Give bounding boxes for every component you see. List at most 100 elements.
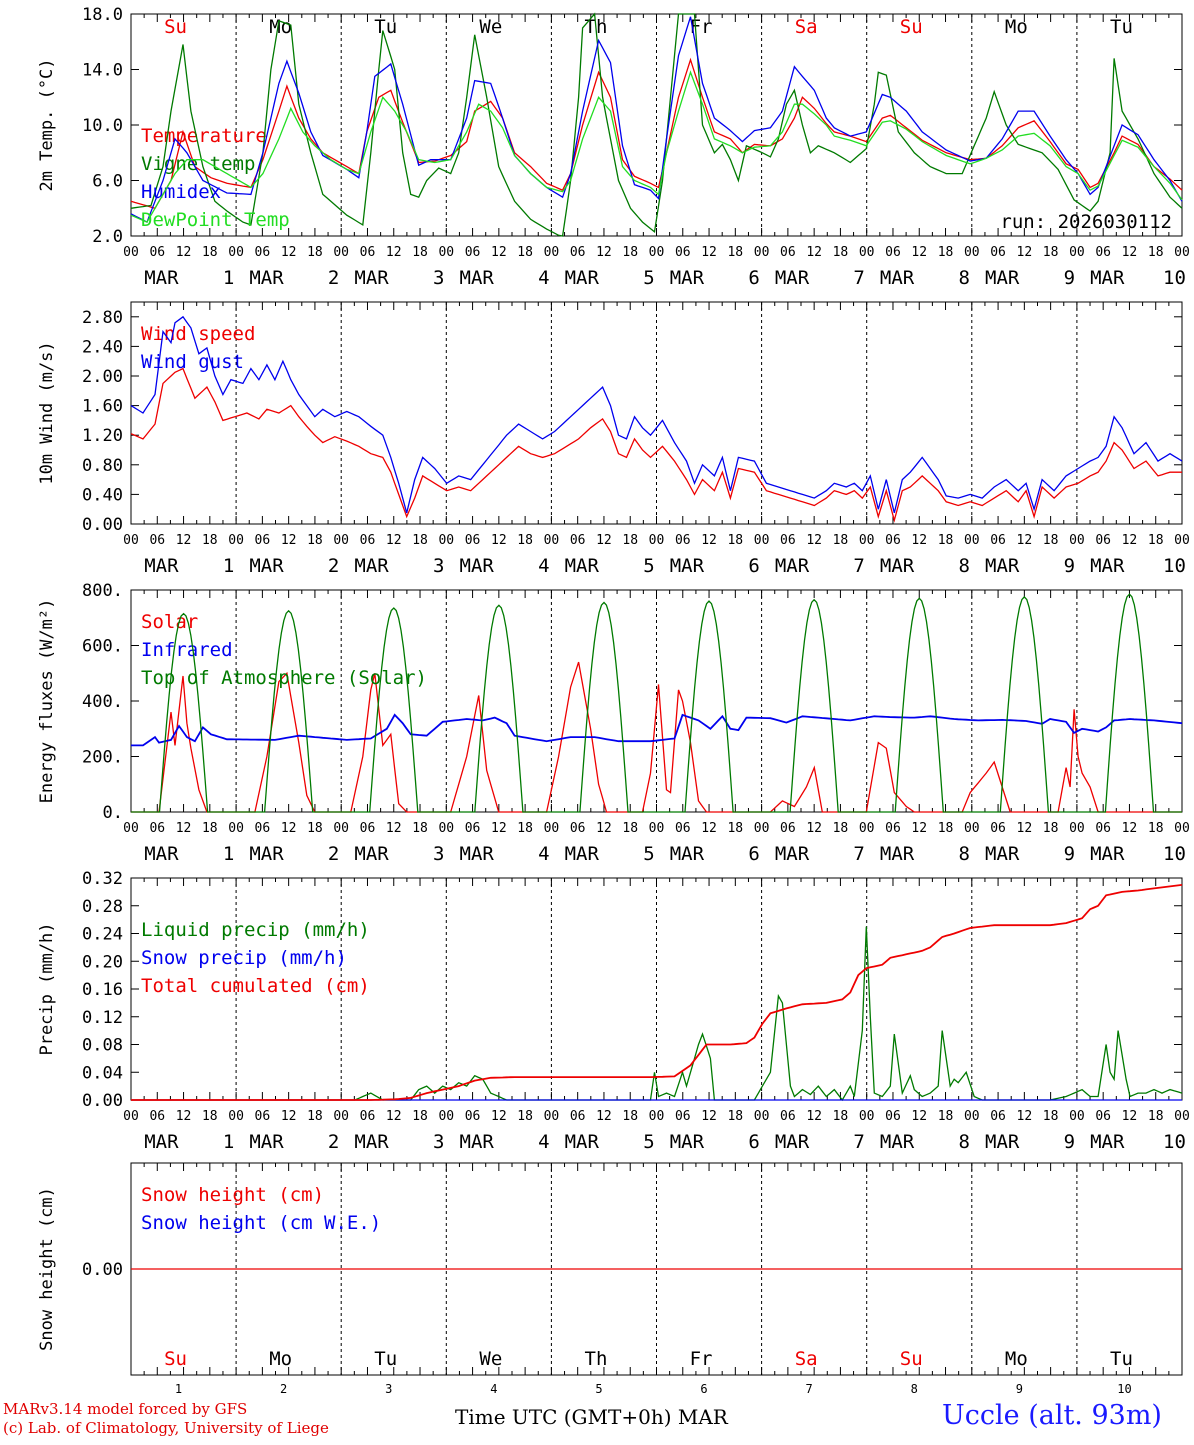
snow-legend-red: Snow height (cm): [141, 1184, 324, 1206]
precip-date-month: MAR: [1090, 1131, 1125, 1153]
energy-ytick-label: 0.: [103, 803, 123, 823]
temp-hour-label: 06: [990, 245, 1006, 260]
snow-dow-label: Su: [164, 1348, 187, 1370]
energy-hour-label: 18: [622, 821, 638, 836]
energy-date-month: MAR: [354, 843, 389, 865]
wind-date-num: 7: [853, 555, 864, 577]
temp-hour-label: 06: [360, 245, 376, 260]
temp-hour-label: 12: [911, 245, 927, 260]
wind-legend-red: Wind speed: [141, 323, 255, 345]
temp-date-month: MAR: [670, 267, 705, 289]
temp-series-red: [130, 57, 1183, 210]
temp-date-month: MAR: [880, 267, 915, 289]
precip-hour-label: 06: [465, 1109, 481, 1124]
temp-date-num: 4: [538, 267, 549, 289]
wind-hour-label: 06: [360, 533, 376, 548]
temp-date-num: 5: [643, 267, 654, 289]
temp-hour-label: 12: [281, 245, 297, 260]
precip-date-num: 5: [643, 1131, 654, 1153]
energy-date-num: 2: [328, 843, 339, 865]
temp-hour-label: 18: [412, 245, 428, 260]
temp-hour-label: 06: [780, 245, 796, 260]
precip-hour-label: 06: [255, 1109, 271, 1124]
energy-hour-label: 00: [1174, 821, 1190, 836]
temp-series-blue: [130, 16, 1183, 224]
energy-date-month: MAR: [985, 843, 1020, 865]
wind-hour-label: 12: [911, 533, 927, 548]
wind-date-num: 9: [1064, 555, 1075, 577]
temp-hour-label: 06: [885, 245, 901, 260]
energy-hour-label: 00: [333, 821, 349, 836]
precip-hour-label: 18: [517, 1109, 533, 1124]
wind-hour-label: 18: [307, 533, 323, 548]
wind-ytick-label: 1.20: [82, 426, 123, 446]
precip-hour-label: 12: [281, 1109, 297, 1124]
temp-hour-label: 18: [1043, 245, 1059, 260]
energy-hour-label: 12: [1017, 821, 1033, 836]
wind-hour-label: 00: [754, 533, 770, 548]
snow-day-num: 4: [490, 1382, 497, 1396]
wind-date-month: MAR: [354, 555, 389, 577]
panel-temp: 2.06.010.014.018.02m Temp. (°C)00 06 12 18M…: [37, 5, 1190, 289]
precip-hour-label: 12: [1017, 1109, 1033, 1124]
temp-date-num: 8: [959, 267, 970, 289]
wind-hour-label: 06: [570, 533, 586, 548]
snow-day-num: 8: [911, 1382, 918, 1396]
precip-hour-label: 00: [123, 1109, 139, 1124]
temp-hour-label: 00: [123, 245, 139, 260]
precip-legend-red: Total cumulated (cm): [141, 975, 370, 997]
precip-hour-label: 18: [412, 1109, 428, 1124]
precip-hour-label: 12: [596, 1109, 612, 1124]
precip-ytick-label: 0.12: [82, 1008, 123, 1028]
temp-hour-label: 00: [964, 245, 980, 260]
temp-hour-label: 12: [1017, 245, 1033, 260]
temp-hour-label: 00: [228, 245, 244, 260]
wind-date-month: MAR: [775, 555, 810, 577]
energy-hour-label: 18: [202, 821, 218, 836]
energy-date-num: 10: [1163, 843, 1186, 865]
temp-hour-label: 06: [1095, 245, 1111, 260]
energy-hour-label: 18: [412, 821, 428, 836]
energy-ytick-label: 600.: [82, 637, 123, 657]
energy-hour-label: 18: [938, 821, 954, 836]
temp-ytick-label: 18.0: [82, 5, 123, 25]
precip-date-num: 6: [748, 1131, 759, 1153]
wind-date-month: MAR: [249, 555, 284, 577]
wind-date-month: MAR: [460, 555, 495, 577]
snow-dow-label: Su: [900, 1348, 923, 1370]
temp-dow-label: We: [479, 16, 502, 38]
precip-date-month: MAR: [144, 1131, 179, 1153]
energy-hour-label: 06: [570, 821, 586, 836]
temp-run-annotation: run: 2026030112: [1000, 211, 1172, 233]
precip-hour-label: 18: [1043, 1109, 1059, 1124]
energy-date-num: 3: [433, 843, 444, 865]
temp-date-month: MAR: [249, 267, 284, 289]
wind-date-num: 6: [748, 555, 759, 577]
wind-ytick-label: 0.00: [82, 515, 123, 535]
temp-hour-label: 06: [570, 245, 586, 260]
snow-dow-label: Tu: [1110, 1348, 1133, 1370]
wind-hour-label: 06: [780, 533, 796, 548]
precip-hour-label: 00: [754, 1109, 770, 1124]
precip-hour-label: 12: [491, 1109, 507, 1124]
temp-ytick-label: 10.0: [82, 116, 123, 136]
snow-day-num: 5: [595, 1382, 602, 1396]
temp-hour-label: 00: [649, 245, 665, 260]
temp-dow-label: Tu: [1110, 16, 1133, 38]
wind-hour-label: 12: [806, 533, 822, 548]
panel-wind: 0.00 0.40 0.80 1.20 1.60 2.00 2.40 2.80 10m Wind…: [37, 301, 1190, 577]
wind-hour-label: 06: [990, 533, 1006, 548]
wind-series-blue: [130, 315, 1183, 514]
precip-ytick-label: 0.04: [82, 1063, 123, 1083]
wind-hour-label: 18: [1043, 533, 1059, 548]
snow-day-num: 2: [280, 1382, 287, 1396]
temp-hour-label: 12: [806, 245, 822, 260]
energy-hour-label: 12: [281, 821, 297, 836]
energy-date-num: 6: [748, 843, 759, 865]
energy-legend-blue: Infrared: [141, 639, 233, 661]
temp-dow-label: Su: [900, 16, 923, 38]
snow-dow-label: Th: [585, 1348, 608, 1370]
energy-date-num: 7: [853, 843, 864, 865]
station-name: Uccle (alt. 93m): [942, 1400, 1162, 1431]
